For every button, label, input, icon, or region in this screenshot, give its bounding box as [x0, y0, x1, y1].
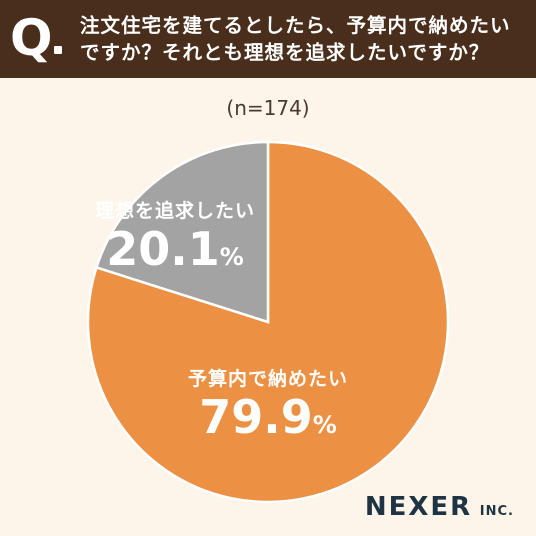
q-dot — [54, 46, 62, 54]
pie-slice-ideal — [94, 140, 270, 324]
slice-value-ideal: 20.1 — [106, 222, 220, 276]
question-header: Q 注文住宅を建てるとしたら、予算内で納めたい ですか？それとも理想を追求したい… — [0, 0, 536, 78]
logo-main: NEXER — [364, 492, 473, 522]
slice-name-budget: 予算内で納めたい — [187, 368, 348, 390]
question-line-1: 注文住宅を建てるとしたら、予算内で納めたい — [80, 14, 511, 37]
question-line-2: ですか？それとも理想を追求したいですか？ — [80, 41, 490, 64]
pie-slice-budget — [86, 140, 450, 504]
sample-size: (n=174) — [226, 96, 310, 120]
question-text: 注文住宅を建てるとしたら、予算内で納めたい ですか？それとも理想を追求したいです… — [80, 12, 526, 66]
slice-unit-budget: % — [312, 411, 337, 439]
slice-unit-ideal: % — [219, 243, 244, 271]
slice-name-ideal: 理想を追求したい — [94, 200, 255, 222]
slice-label-budget: 予算内で納めたい 79.9% — [168, 364, 368, 443]
q-mark: Q — [10, 9, 53, 67]
nexer-logo: NEXER INC. — [365, 492, 514, 522]
logo-suffix: INC. — [479, 504, 514, 519]
slice-value-budget: 79.9 — [199, 390, 313, 444]
slice-label-ideal: 理想を追求したい 20.1% — [80, 196, 270, 275]
